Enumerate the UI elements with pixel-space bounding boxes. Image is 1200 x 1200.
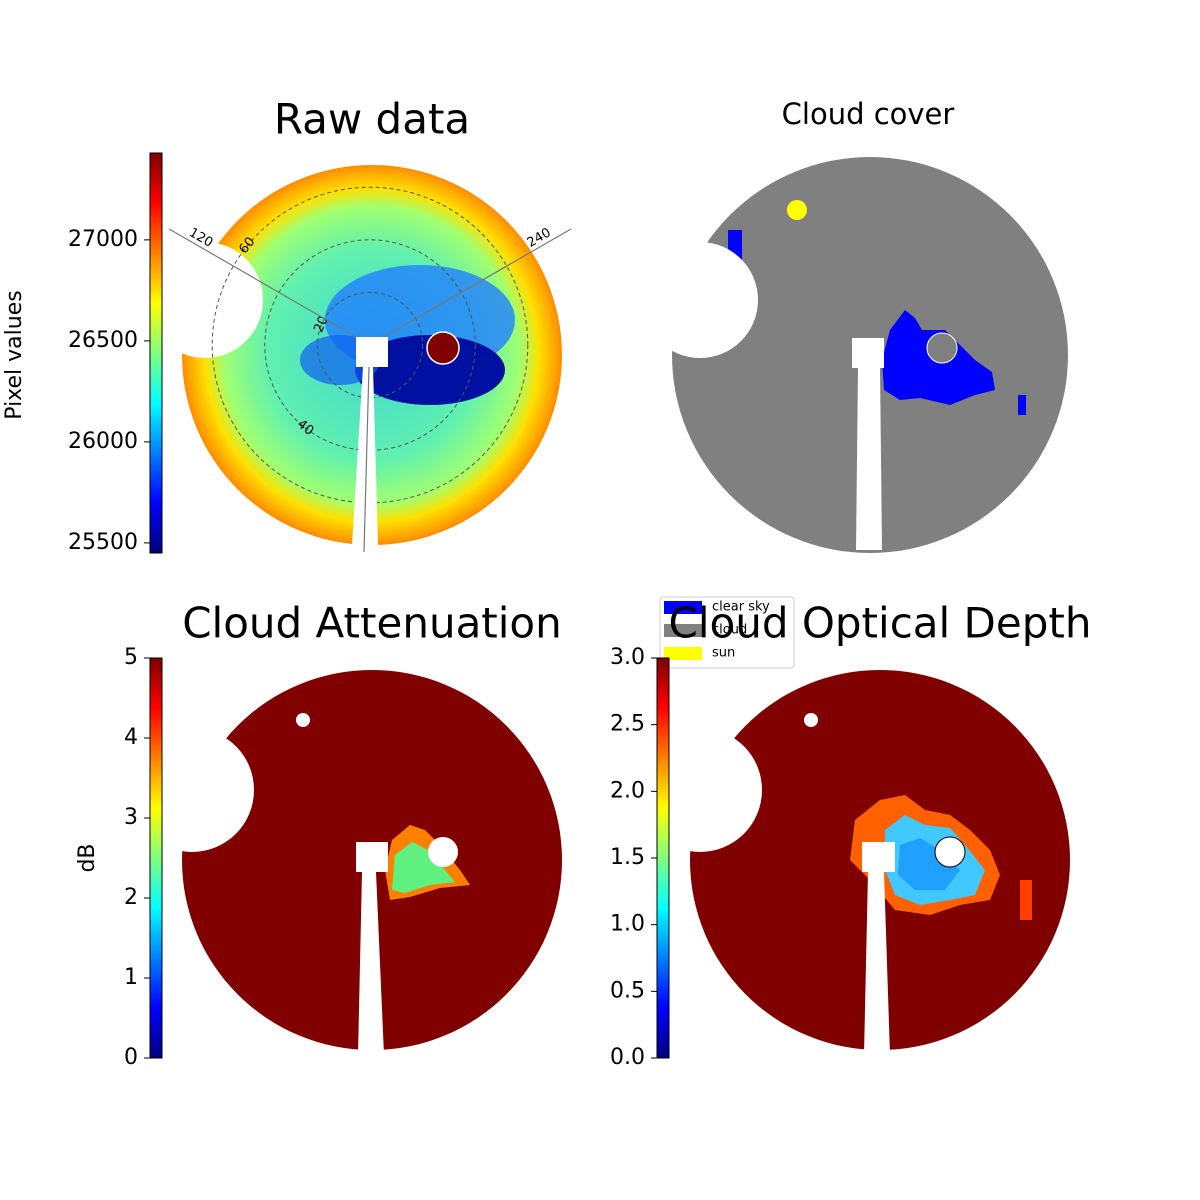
chart-title: Cloud cover <box>782 97 955 131</box>
azimuth-line <box>168 228 371 346</box>
colorbar-tick-label: 2.5 <box>610 712 645 737</box>
legend-label: cloud <box>712 623 747 638</box>
chart-title: Cloud Optical Depth <box>669 599 1092 648</box>
colorbar <box>149 152 163 554</box>
optical-depth-patch <box>1020 880 1032 920</box>
raw-sun <box>426 331 460 365</box>
colorbar-label: dB <box>75 843 100 872</box>
legend-label: clear sky <box>712 600 770 615</box>
sun-mask <box>428 837 458 867</box>
colorbar-tick-label: 3.0 <box>610 645 645 670</box>
polar-ring <box>264 239 476 451</box>
azimuth-line <box>369 228 572 346</box>
camera-mount <box>862 842 895 872</box>
colorbar-tick-label: 1.0 <box>610 912 645 937</box>
camera-arm <box>856 368 882 550</box>
optical-depth-patch <box>898 838 960 890</box>
colorbar-tick-label: 1.5 <box>610 845 645 870</box>
sun-mask <box>296 713 310 727</box>
camera-mount <box>356 337 388 367</box>
colorbar-tick-label: 2.0 <box>610 778 645 803</box>
sun-mask <box>934 836 966 868</box>
camera-arm <box>358 872 384 1055</box>
polar-ring <box>316 291 424 399</box>
sun-marker <box>787 200 807 220</box>
colorbar <box>149 657 163 1059</box>
arm-line <box>363 366 370 553</box>
colorbar-tick-label: 2 <box>124 885 138 910</box>
camera-arm <box>352 367 378 545</box>
colorbar-tick-label: 0.0 <box>610 1045 645 1070</box>
sun-mask <box>804 713 818 727</box>
camera-arm <box>864 872 890 1055</box>
colorbar <box>656 657 670 1059</box>
sun-region <box>926 332 958 364</box>
camera-mount <box>852 338 884 368</box>
colorbar-label: Pixel values <box>2 290 27 419</box>
raw-dark-area <box>355 335 505 405</box>
polar-ring-label: 20 <box>311 314 331 335</box>
legend-swatch <box>664 647 702 660</box>
colorbar-tick-label: 5 <box>124 645 138 670</box>
colorbar-tick-label: 26500 <box>68 328 138 353</box>
colorbar-tick-label: 4 <box>124 725 138 750</box>
legend-swatch <box>664 624 702 637</box>
legend-label: sun <box>712 646 735 661</box>
colorbar-tick-label: 27000 <box>68 227 138 252</box>
colorbar-tick-label: 1 <box>124 965 138 990</box>
colorbar-tick-label: 0.5 <box>610 978 645 1003</box>
chart-title: Raw data <box>274 95 470 144</box>
attenuation-patch <box>392 842 455 893</box>
chart-title: Cloud Attenuation <box>182 599 562 648</box>
legend-swatch <box>664 601 702 614</box>
camera-mount <box>356 842 388 872</box>
colorbar-tick-label: 26000 <box>68 429 138 454</box>
clear-sky-area <box>1018 395 1026 415</box>
clear-sky-area <box>728 230 742 290</box>
colorbar-tick-label: 25500 <box>68 530 138 555</box>
colorbar-tick-label: 0 <box>124 1045 138 1070</box>
colorbar-tick-label: 3 <box>124 805 138 830</box>
